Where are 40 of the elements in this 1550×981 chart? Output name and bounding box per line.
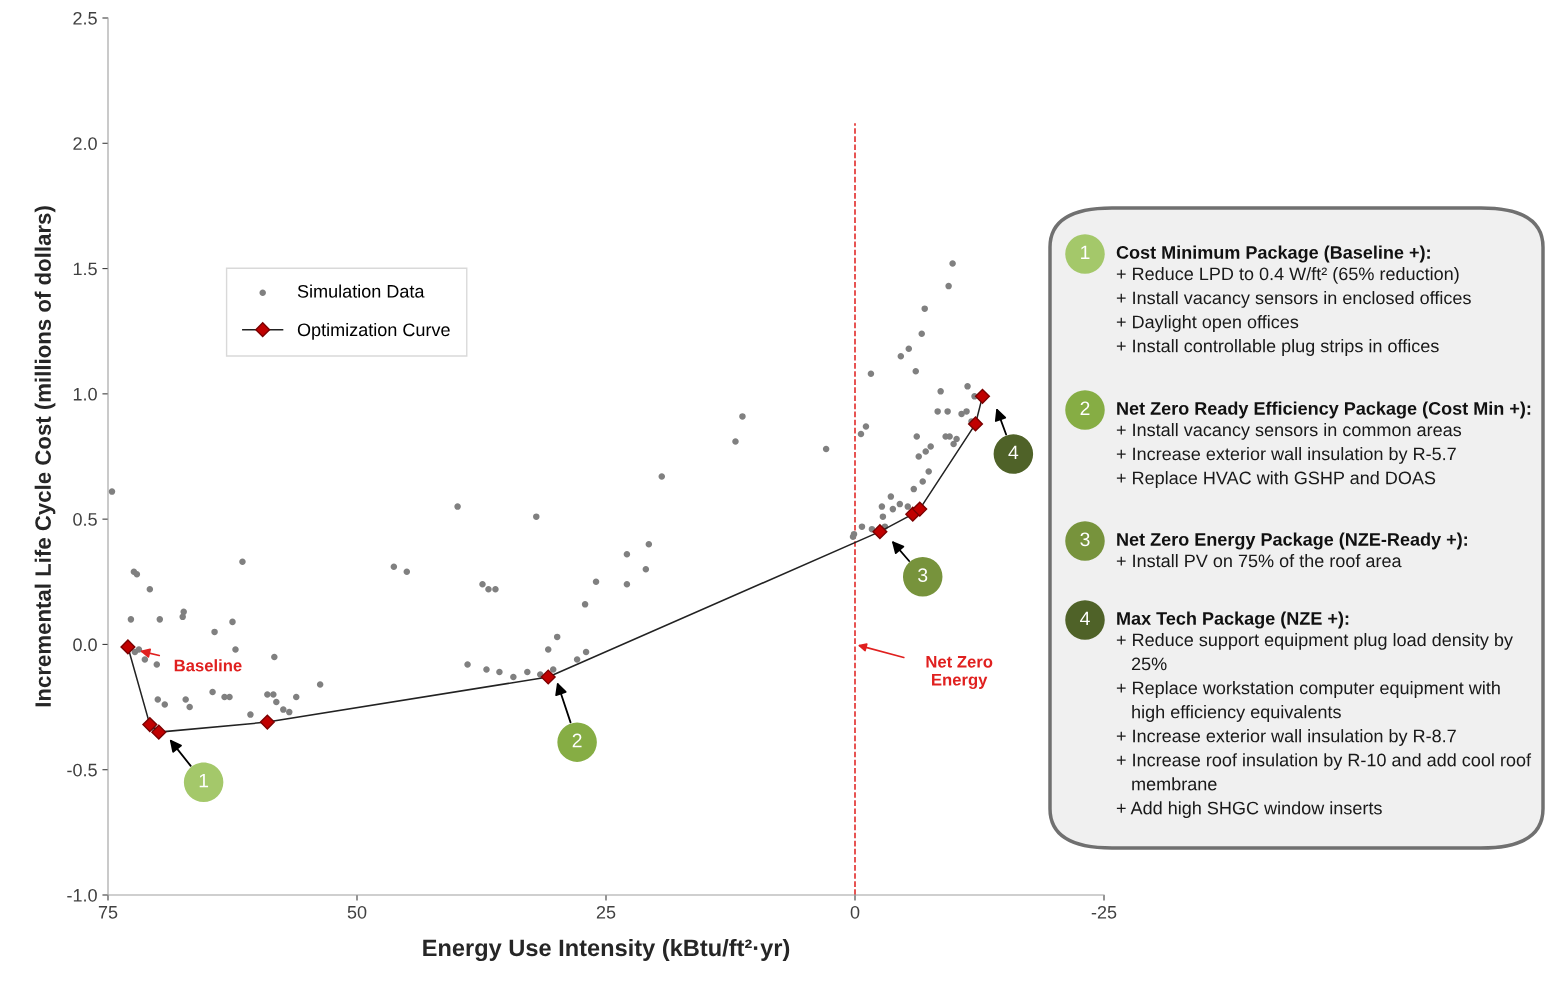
point [151, 724, 167, 740]
x-axis-title: Energy Use Intensity (kBtu/ft²·yr) [423, 938, 790, 962]
text: 3 [1080, 532, 1090, 547]
legend-label: Optimization Curve [297, 322, 450, 340]
x-tick-label: 25 [596, 905, 616, 919]
annotation: 1 [199, 773, 209, 788]
text: 1 [1081, 245, 1090, 260]
point [974, 388, 991, 404]
x-tick-label: 50 [347, 905, 367, 919]
y-tick-label: -1.0 [67, 888, 97, 902]
point [259, 714, 275, 730]
text: Net Zero Energy Package (NZE-Ready +): + Install PV on 75% of the roof area [1116, 532, 1467, 568]
y-tick-label: 2.0 [73, 137, 97, 151]
y-tick-label: 0.5 [73, 513, 97, 526]
annotation: 4 [1008, 445, 1019, 460]
y-tick-label: 1.0 [73, 387, 97, 401]
text: Net Zero Ready Efficiency Package (Cost Min +): + Install vacancy sensors in common areas + Increase exterior wall insulation by R-5.7 + Replace HVAC with GSHP and DOAS [1116, 401, 1531, 488]
y-tick-label: -0.5 [67, 763, 97, 777]
annotation: 3 [918, 568, 928, 582]
point [142, 717, 158, 733]
point [967, 416, 984, 432]
ref-line-label: Net Zero Energy [926, 656, 993, 689]
text: Max Tech Package (NZE +): + Reduce support equipment plug load density by 25% + Replace workstation computer equipment with high efficiency equivalents + Increase exterior wall insulation by R-8.7 + Increase roof insulation by R-10 and add cool roof membrane + Add high SHGC window inserts [1116, 611, 1532, 819]
y-tick-label: 2.5 [73, 11, 97, 25]
x-tick-label: 75 [98, 906, 118, 919]
text: 2 [1080, 401, 1090, 416]
x-tick-label: 0 [850, 905, 860, 919]
y-axis-title: Incremental Life Cycle Cost (millions of dollars) [34, 206, 56, 707]
text: Cost Minimum Package (Baseline +): + Reduce LPD to 0.4 W/ft² (65% reduction) + Install vacancy sensors in enclosed offices + Daylight open offices + Install controllable plug strips in offices [1116, 245, 1471, 356]
annotation: 2 [572, 733, 582, 748]
y-tick-label: 0.0 [73, 638, 97, 652]
x-tick-label: -25 [1091, 905, 1117, 919]
point [912, 501, 928, 517]
text: 4 [1080, 611, 1090, 626]
point [872, 524, 888, 540]
legend-label: Simulation Data [297, 284, 425, 298]
annotation: Baseline [174, 659, 242, 672]
point [540, 669, 556, 685]
y-tick-label: 1.5 [73, 262, 97, 276]
point [120, 639, 136, 655]
